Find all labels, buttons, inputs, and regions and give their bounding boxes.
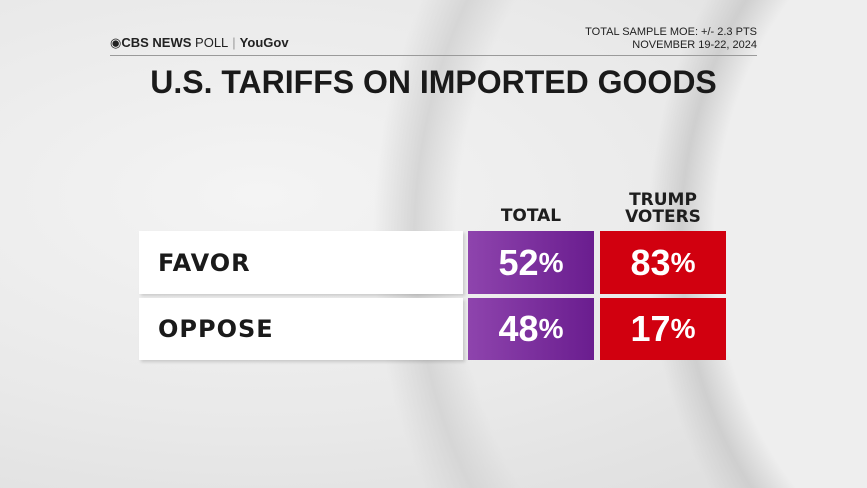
percent-sign: %: [538, 313, 564, 344]
cbs-yougov-logo: ◉CBS NEWS POLL | YouGov: [110, 35, 289, 51]
logo-separator: |: [232, 35, 236, 50]
row-label-oppose: OPPOSE: [139, 298, 463, 360]
row-label-text: OPPOSE: [158, 315, 274, 343]
cell-oppose-total: 48%: [468, 298, 594, 360]
value: 52: [498, 241, 539, 283]
column-header-line: TRUMP: [629, 190, 697, 210]
cell-oppose-trump-voters: 17%: [600, 298, 726, 360]
poll-meta: TOTAL SAMPLE MOE: +/- 2.3 PTS NOVEMBER 1…: [585, 26, 757, 52]
column-header-total: TOTAL: [500, 206, 562, 226]
logo-partner: YouGov: [239, 35, 289, 50]
value: 48: [498, 308, 539, 349]
value: 83: [630, 241, 671, 283]
column-header-line: VOTERS: [625, 207, 701, 227]
margin-of-error: TOTAL SAMPLE MOE: +/- 2.3 PTS: [585, 26, 757, 38]
column-header-trump-voters: TRUMP VOTERS: [600, 192, 726, 226]
row-label-text: FAVOR: [158, 248, 251, 277]
cell-favor-total: 52%: [468, 231, 594, 294]
value: 17: [630, 308, 671, 349]
logo-poll: POLL: [195, 35, 229, 50]
percent-sign: %: [538, 246, 564, 278]
poll-dates: NOVEMBER 19-22, 2024: [632, 39, 757, 51]
logo-brand: CBS NEWS: [121, 35, 192, 50]
chart-title: U.S. TARIFFS ON IMPORTED GOODS: [150, 64, 717, 100]
percent-sign: %: [670, 246, 696, 278]
cell-favor-trump-voters: 83%: [600, 231, 726, 294]
cbs-eye-icon: ◉: [110, 35, 122, 50]
divider: [110, 55, 757, 56]
row-label-favor: FAVOR: [139, 231, 463, 294]
percent-sign: %: [670, 313, 696, 344]
